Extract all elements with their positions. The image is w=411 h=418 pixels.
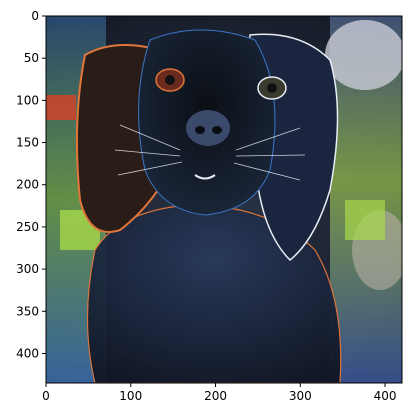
x-tick-label: 0 [42, 389, 50, 403]
plot-frame [45, 15, 403, 384]
inverted-dog-photo [46, 16, 402, 383]
y-tick-label: 300 [16, 262, 39, 276]
y-axis: 0 50 100 150 200 250 300 350 400 [16, 9, 46, 360]
y-tick-label: 100 [16, 93, 39, 107]
y-tick-label: 400 [16, 346, 39, 360]
y-tick-label: 250 [16, 220, 39, 234]
y-tick-label: 200 [16, 178, 39, 192]
y-tick-label: 350 [16, 304, 39, 318]
x-tick-label: 100 [119, 389, 142, 403]
y-tick-label: 150 [16, 136, 39, 150]
x-tick-label: 400 [374, 389, 397, 403]
y-tick-label: 0 [31, 9, 39, 23]
x-tick-label: 200 [204, 389, 227, 403]
y-tick-label: 50 [24, 51, 39, 65]
x-tick-label: 300 [289, 389, 312, 403]
x-axis: 0 100 200 300 400 [42, 383, 397, 403]
